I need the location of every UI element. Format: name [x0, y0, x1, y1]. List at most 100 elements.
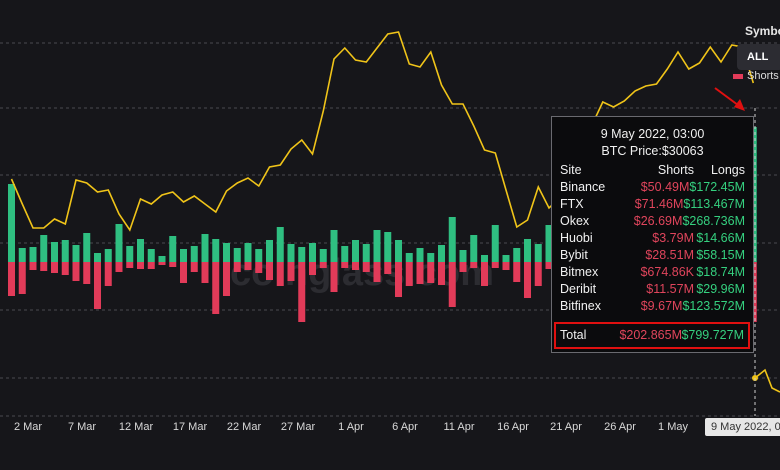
x-tick-label: 11 Apr: [443, 421, 475, 433]
shorts-bar: [524, 262, 531, 298]
tooltip-header-site: Site: [560, 163, 582, 177]
shorts-bar: [448, 262, 456, 307]
tooltip-total-label: Total: [560, 328, 587, 342]
tooltip-site: Binance: [560, 180, 606, 194]
tooltip-site: Huobi: [560, 231, 593, 245]
shorts-bar: [352, 262, 359, 270]
shorts-bar: [534, 262, 542, 286]
tooltip-row: Binance $50.49M $172.45M: [560, 180, 745, 197]
tooltip-shorts: $50.49M: [640, 180, 690, 194]
tooltip-shorts: $674.86K: [640, 265, 694, 279]
shorts-bar: [147, 262, 155, 269]
shorts-bar: [416, 262, 424, 284]
tooltip-shorts: $26.69M: [633, 214, 683, 228]
shorts-bar: [137, 262, 144, 269]
longs-bar: [147, 249, 155, 262]
legend-shorts[interactable]: Shorts: [733, 70, 779, 82]
shorts-bar: [384, 262, 392, 274]
shorts-bar: [405, 262, 413, 286]
shorts-bar: [438, 262, 445, 285]
shorts-bar: [481, 262, 488, 286]
shorts-bar: [319, 262, 327, 268]
tooltip-row: FTX $71.46M $113.467M: [560, 197, 745, 214]
tooltip-date: 9 May 2022, 03:00: [600, 127, 705, 141]
tooltip-total-row: Total $202.865M $799.727M: [560, 328, 744, 345]
x-tick-label: 7 Mar: [67, 421, 97, 433]
tooltip-row: Bitfinex $9.67M $123.572M: [560, 299, 745, 316]
longs-bar: [266, 240, 273, 262]
shorts-bar: [502, 262, 510, 270]
longs-bar: [362, 244, 370, 262]
longs-bar: [115, 224, 123, 262]
longs-bar: [212, 239, 220, 262]
tooltip-row: Okex $26.69M $268.736M: [560, 214, 745, 231]
shorts-bar: [276, 262, 284, 286]
shorts-bar: [18, 262, 26, 294]
longs-bar: [233, 248, 241, 262]
longs-bar: [18, 248, 26, 262]
tooltip-site: Bybit: [560, 248, 588, 262]
shorts-bar: [180, 262, 187, 283]
longs-bar: [287, 244, 295, 262]
longs-bar: [330, 230, 338, 262]
x-tick-label: 16 Apr: [497, 421, 529, 433]
shorts-bar: [169, 262, 177, 267]
shorts-bar: [362, 262, 370, 272]
price-line-tail: [754, 368, 780, 393]
shorts-bar: [51, 262, 58, 273]
longs-bar: [83, 233, 91, 262]
tooltip-longs: $172.45M: [689, 180, 745, 194]
shorts-bar: [330, 262, 338, 292]
tooltip-shorts: $28.51M: [645, 248, 694, 262]
longs-bar: [276, 227, 284, 262]
longs-bar: [61, 240, 69, 262]
longs-bar: [29, 247, 37, 262]
tooltip-longs: $29.96M: [696, 282, 745, 296]
shorts-bar: [158, 262, 166, 265]
tooltip-header-longs: Longs: [710, 163, 745, 177]
tooltip-row: Bitmex $674.86K $18.74M: [560, 265, 745, 282]
shorts-bar: [491, 262, 499, 268]
shorts-bar: [395, 262, 402, 297]
tooltip-row: Deribit $11.57M $29.96M: [560, 282, 745, 299]
shorts-bar: [94, 262, 101, 309]
longs-bar: [513, 248, 521, 262]
shorts-bar: [427, 262, 435, 283]
longs-bar: [545, 225, 553, 262]
legend-shorts-label: Shorts: [747, 70, 779, 82]
tooltip-site: Bitfinex: [560, 299, 601, 313]
shorts-bar: [373, 262, 381, 282]
shorts-bar: [8, 262, 15, 296]
x-tick-label: 27 Mar: [280, 421, 316, 433]
longs-bar: [244, 243, 252, 262]
shorts-bar: [341, 262, 349, 268]
tooltip-row: Bybit $28.51M $58.15M: [560, 248, 745, 265]
hover-x-label: 9 May 2022, 0: [705, 418, 780, 436]
longs-bar: [104, 249, 112, 262]
x-tick-label: 1 May: [658, 421, 688, 433]
shorts-bar: [29, 262, 37, 270]
symbol-panel: Symbo ALL Shorts: [731, 18, 780, 108]
x-tick-label: 21 Apr: [550, 421, 582, 433]
tooltip-total-box: Total $202.865M $799.727M: [554, 322, 750, 349]
shorts-bar: [298, 262, 306, 322]
tooltip-shorts: $3.79M: [652, 231, 694, 245]
shorts-bar: [266, 262, 273, 280]
longs-bar: [416, 248, 424, 262]
longs-bar: [298, 247, 306, 262]
longs-bar: [502, 255, 510, 262]
shorts-bar: [190, 262, 198, 272]
shorts-bar: [212, 262, 220, 314]
all-symbols-button[interactable]: ALL: [737, 44, 780, 70]
longs-bar: [491, 225, 499, 262]
longs-bar: [40, 235, 48, 262]
shorts-bar: [61, 262, 69, 275]
longs-bar: [459, 250, 467, 262]
longs-bar: [534, 244, 542, 262]
tooltip-longs: $14.66M: [696, 231, 745, 245]
longs-bar: [158, 256, 166, 262]
tooltip-shorts: $71.46M: [634, 197, 684, 211]
longs-bar: [384, 232, 392, 262]
tooltip-price: BTC Price:$30063: [601, 144, 704, 158]
shorts-bar: [545, 262, 553, 269]
